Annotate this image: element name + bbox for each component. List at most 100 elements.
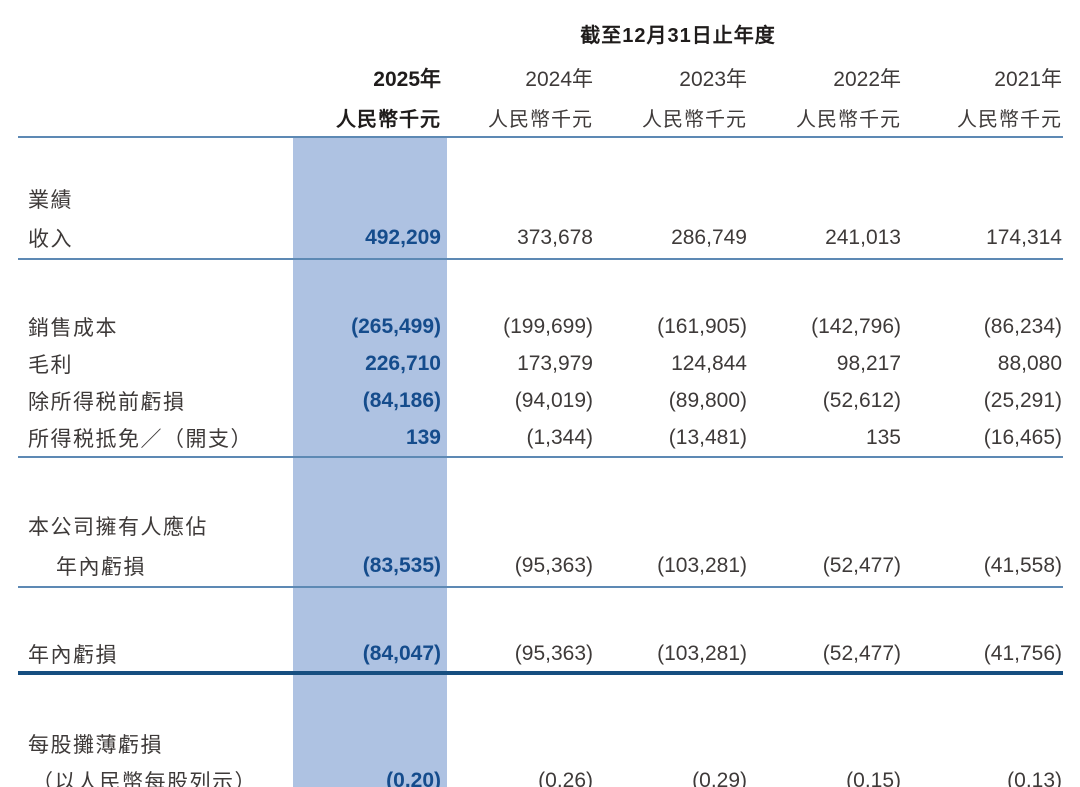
- row-label: （以人民幣每股列示）: [18, 763, 293, 787]
- cell-value: (0.26): [447, 763, 601, 787]
- cell-value: [601, 259, 755, 308]
- table-row: 銷售成本 (265,499) (199,699) (161,905) (142,796)…: [18, 308, 1063, 345]
- cell-value: (95,363): [447, 636, 601, 675]
- cell-value: [601, 673, 755, 725]
- cell-value: [755, 725, 909, 763]
- row-label: 每股攤薄虧損: [28, 734, 163, 757]
- cell-value: (13,481): [601, 419, 755, 458]
- spacer-row: [18, 137, 1063, 180]
- cell-value: (142,796): [811, 314, 901, 338]
- table-row: （以人民幣每股列示） (0.20) (0.26) (0.29) (0.15) (0.13): [18, 763, 1063, 787]
- cell-value: [755, 180, 909, 218]
- cell-value-2025: 492,209: [293, 218, 447, 260]
- cell-value: (52,612): [822, 388, 901, 412]
- unit-header-2021: 人民幣千元: [909, 98, 1063, 138]
- table-row: 每股攤薄虧損: [18, 725, 1063, 763]
- table-row: 本公司擁有人應佔: [18, 506, 1063, 546]
- cell-value: (1,344): [447, 419, 601, 458]
- cell-value: [601, 457, 755, 506]
- unit-header-2022: 人民幣千元: [755, 98, 909, 138]
- cell-value: 286,749: [601, 218, 755, 260]
- cell-value: [909, 506, 1063, 546]
- cell-value: [755, 506, 909, 546]
- cell-value-2025: (84,047): [293, 636, 447, 675]
- cell-value: (41,558): [909, 546, 1063, 588]
- cell-value: (199,699): [503, 314, 593, 338]
- spacer-row: [18, 673, 1063, 725]
- cell-value: (86,234): [983, 314, 1062, 338]
- cell-value: (94,019): [514, 388, 593, 412]
- row-label: [18, 137, 293, 180]
- table-row: 年內虧損 (84,047) (95,363) (103,281) (52,477) (41…: [18, 636, 1063, 675]
- year-header-2024: 2024年: [525, 68, 593, 91]
- cell-value: 174,314: [909, 218, 1063, 260]
- cell-value: (89,800): [668, 388, 747, 412]
- cell-value: (41,756): [909, 636, 1063, 675]
- cell-value: 241,013: [755, 218, 909, 260]
- cell-value-2025: [293, 259, 447, 308]
- table-body: 業績 收入 492,209 373,678 286,749 241,013 174,314 銷…: [18, 137, 1063, 787]
- cell-value-2025: (265,499): [293, 308, 447, 345]
- cell-value: [447, 673, 601, 725]
- row-label: 年內虧損: [18, 636, 293, 675]
- row-label: 毛利: [28, 353, 73, 377]
- row-label: 除所得税前虧損: [28, 390, 186, 414]
- cell-value: [447, 180, 601, 218]
- cell-value: 88,080: [997, 351, 1062, 375]
- cell-value-2025: (0.20): [293, 763, 447, 787]
- row-label: 所得税抵免／（開支）: [18, 419, 293, 458]
- unit-header-2024: 人民幣千元: [447, 98, 601, 138]
- table-row: 所得税抵免／（開支） 139 (1,344) (13,481) 135 (16,465): [18, 419, 1063, 458]
- header-spacer-cell: [18, 98, 293, 138]
- table-row: 毛利 226,710 173,979 124,844 98,217 88,080: [18, 345, 1063, 382]
- cell-value: 135: [755, 419, 909, 458]
- cell-value: [447, 457, 601, 506]
- cell-value: [909, 180, 1063, 218]
- unit-header-2025: 人民幣千元: [293, 98, 447, 138]
- cell-value: [447, 587, 601, 636]
- row-label: 年內虧損: [18, 546, 293, 588]
- period-header-row: 截至12月31日止年度: [18, 8, 1063, 58]
- cell-value: [601, 725, 755, 763]
- cell-value: [755, 457, 909, 506]
- year-header-2021: 2021年: [994, 68, 1062, 91]
- row-label: [18, 457, 293, 506]
- spacer-row: [18, 259, 1063, 308]
- period-header: 截至12月31日止年度: [580, 24, 776, 47]
- cell-value-2025: [293, 506, 447, 546]
- cell-value: [909, 725, 1063, 763]
- cell-value-2025: 139: [293, 419, 447, 458]
- cell-value: [909, 137, 1063, 180]
- header-spacer-cell: [18, 58, 293, 98]
- cell-value: [447, 259, 601, 308]
- header-spacer-cell: [18, 8, 293, 58]
- year-header-2025: 2025年: [373, 68, 441, 91]
- year-header-2022: 2022年: [833, 68, 901, 91]
- cell-value: [755, 137, 909, 180]
- cell-value-2025: [293, 137, 447, 180]
- cell-value: 373,678: [447, 218, 601, 260]
- row-label: [18, 673, 293, 725]
- cell-value: [909, 457, 1063, 506]
- cell-value-2025: [293, 457, 447, 506]
- cell-value: (0.13): [909, 763, 1063, 787]
- cell-value: [909, 673, 1063, 725]
- cell-value-2025: 226,710: [293, 345, 447, 382]
- cell-value: [909, 587, 1063, 636]
- cell-value: [755, 673, 909, 725]
- cell-value: [601, 506, 755, 546]
- cell-value: [447, 725, 601, 763]
- cell-value: (0.29): [601, 763, 755, 787]
- cell-value: (103,281): [601, 546, 755, 588]
- cell-value: [601, 137, 755, 180]
- cell-value-2025: [293, 587, 447, 636]
- unit-header-row: 人民幣千元 人民幣千元 人民幣千元 人民幣千元 人民幣千元: [18, 98, 1063, 138]
- cell-value: [447, 137, 601, 180]
- table-row: 收入 492,209 373,678 286,749 241,013 174,314: [18, 218, 1063, 260]
- cell-value: [909, 259, 1063, 308]
- cell-value-2025: (84,186): [293, 382, 447, 419]
- cell-value: (52,477): [755, 636, 909, 675]
- cell-value: 173,979: [517, 351, 593, 375]
- cell-value: [601, 587, 755, 636]
- row-label: 收入: [18, 218, 293, 260]
